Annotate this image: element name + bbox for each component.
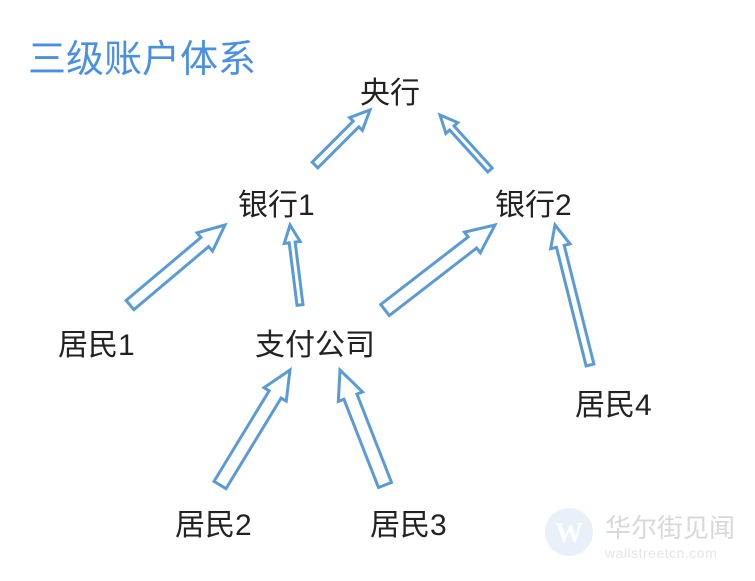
- arrow-payco-to-bank1: [282, 224, 308, 306]
- watermark-cn-text: 华尔街见闻: [605, 508, 735, 545]
- watermark-en-text: wallstreetcn.com: [605, 545, 735, 561]
- node-bank1: 银行1: [238, 180, 315, 224]
- svg-text:W: W: [555, 518, 583, 549]
- diagram-title: 三级账户体系: [28, 28, 256, 83]
- node-bank2: 银行2: [495, 180, 572, 224]
- watermark: W 华尔街见闻 wallstreetcn.com: [545, 508, 735, 561]
- node-res2: 居民2: [175, 500, 252, 544]
- node-res4: 居民4: [575, 380, 652, 424]
- node-payco: 支付公司: [255, 320, 375, 364]
- watermark-logo-icon: W: [545, 508, 593, 561]
- arrow-bank2-to-central: [434, 110, 496, 176]
- node-central: 央行: [360, 68, 420, 112]
- arrow-res3-to-payco: [328, 365, 397, 489]
- arrow-res4-to-bank2: [545, 223, 599, 368]
- arrow-payco-to-bank2: [377, 215, 503, 321]
- node-res1: 居民1: [58, 320, 135, 364]
- node-res3: 居民3: [370, 500, 447, 544]
- arrow-res1-to-bank1: [122, 216, 232, 314]
- arrow-res2-to-payco: [209, 363, 301, 492]
- arrow-bank1-to-central: [309, 104, 377, 172]
